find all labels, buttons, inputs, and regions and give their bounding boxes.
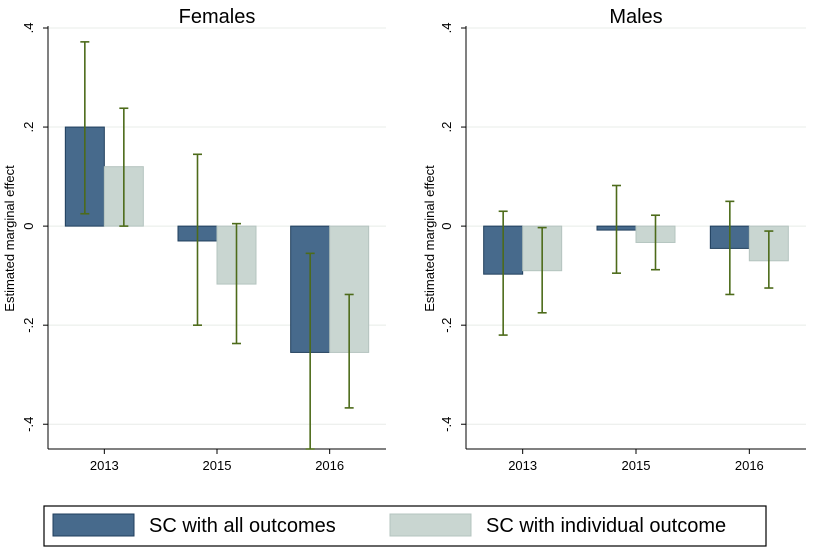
x-tick-label: 2016: [315, 458, 344, 473]
panel-title: Males: [609, 6, 662, 28]
x-tick-label: 2013: [508, 458, 537, 473]
y-tick-label: 0: [21, 223, 36, 230]
y-tick-label: -.4: [439, 417, 454, 432]
x-tick-label: 2016: [735, 458, 764, 473]
y-tick-label: -.2: [439, 318, 454, 333]
y-tick-label: .4: [439, 23, 454, 34]
legend-swatch-series-2: [389, 513, 472, 537]
y-axis-title: Estimated marginal effect: [422, 165, 437, 312]
y-tick-label: -.4: [21, 417, 36, 432]
y-tick-label: .4: [21, 23, 36, 34]
y-axis-title: Estimated marginal effect: [2, 165, 17, 312]
legend-swatch-series-1: [52, 513, 135, 537]
legend-label-series-2: SC with individual outcome: [486, 515, 726, 537]
x-tick-label: 2015: [203, 458, 232, 473]
legend: SC with all outcomes SC with individual o…: [43, 505, 767, 547]
y-tick-label: -.2: [21, 318, 36, 333]
y-tick-label: .2: [21, 122, 36, 133]
panel-title: Females: [179, 6, 256, 28]
x-tick-label: 2015: [622, 458, 651, 473]
chart-panel-2: Males -.4 -.2 0 .2 .4 Estimated marginal effec…: [422, 6, 806, 473]
chart-panel-1: Females -.4 -.2 0 .2 .4 Estimated marginal eff…: [2, 6, 386, 473]
x-tick-label: 2013: [90, 458, 119, 473]
y-tick-label: 0: [439, 223, 454, 230]
y-tick-label: .2: [439, 122, 454, 133]
legend-label-series-1: SC with all outcomes: [149, 515, 336, 537]
